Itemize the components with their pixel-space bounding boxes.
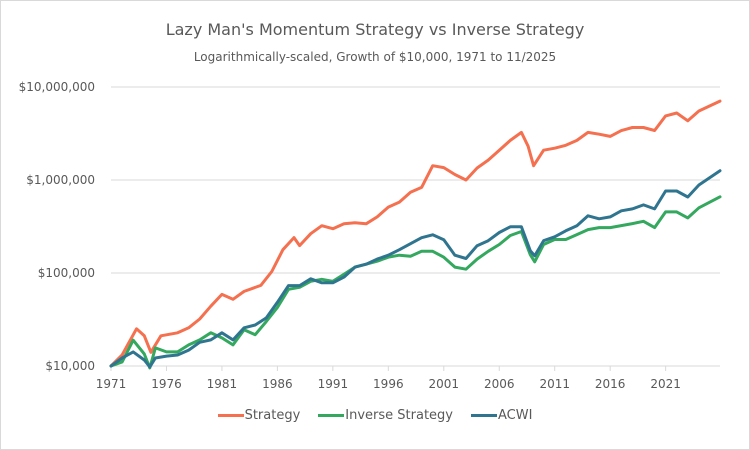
x-tick-label: 2001 (429, 377, 460, 391)
legend-label-acwi: ACWI (497, 408, 533, 423)
y-tick-label: $10,000,000 (19, 80, 95, 94)
x-tick-label: 2021 (650, 377, 681, 391)
x-tick-label: 1981 (207, 377, 238, 391)
x-tick-label: 2016 (595, 377, 626, 391)
y-tick-label: $10,000 (45, 359, 95, 373)
legend-label-strategy: Strategy (244, 408, 301, 423)
y-tick-label: $100,000 (38, 266, 95, 280)
gridlines (111, 86, 720, 274)
legend: Strategy Inverse Strategy ACWI (0, 408, 750, 423)
x-tick-label: 1976 (151, 377, 182, 391)
legend-swatch-inverse-strategy (318, 414, 345, 417)
x-axis: 1971 1976 1981 1986 1991 1996 2001 2006 2011 2016… (96, 365, 720, 391)
series-lines (109, 99, 722, 370)
x-tick-label: 2006 (484, 377, 515, 391)
x-tick-label: 1971 (96, 377, 127, 391)
legend-item-acwi[interactable]: ACWI (470, 408, 533, 423)
legend-swatch-strategy (217, 414, 244, 417)
x-tick-label: 1986 (262, 377, 293, 391)
y-tick-label: $1,000,000 (26, 173, 95, 187)
legend-swatch-acwi (470, 414, 497, 417)
series-line-inverse-strategy (109, 195, 722, 370)
series-line-strategy (109, 99, 722, 368)
series-line-acwi (109, 169, 722, 369)
legend-item-inverse-strategy[interactable]: Inverse Strategy (318, 408, 453, 423)
chart-title: Lazy Man's Momentum Strategy vs Inverse … (165, 20, 585, 39)
y-axis: $10,000 $100,000 $1,000,000 $10,000,000 (19, 80, 95, 373)
legend-label-inverse-strategy: Inverse Strategy (345, 408, 453, 423)
x-tick-label: 1996 (373, 377, 404, 391)
chart-subtitle: Logarithmically-scaled, Growth of $10,00… (193, 50, 557, 64)
x-tick-label: 2011 (539, 377, 570, 391)
legend-item-strategy[interactable]: Strategy (217, 408, 301, 423)
x-tick-label: 1991 (318, 377, 349, 391)
